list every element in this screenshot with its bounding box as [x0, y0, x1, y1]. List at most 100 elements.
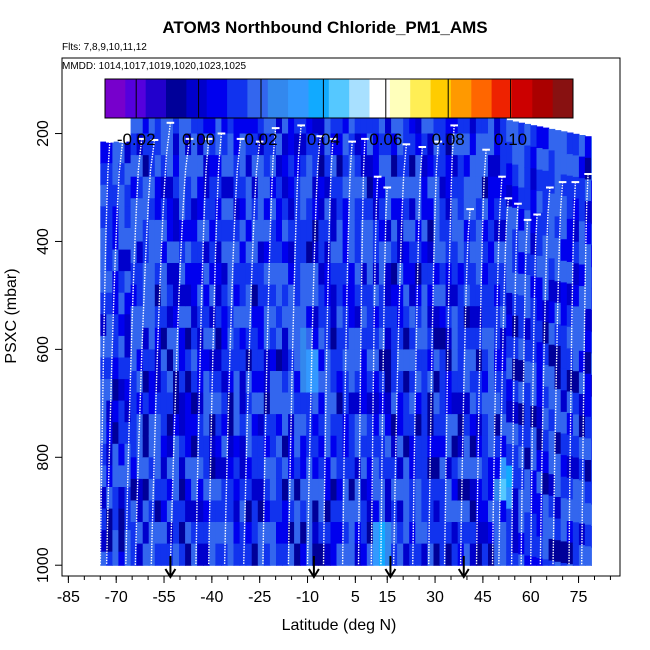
heatmap-cell	[324, 392, 332, 415]
profile-line	[306, 136, 321, 566]
heatmap-cell	[536, 342, 544, 365]
heatmap-cell	[548, 150, 556, 173]
y-tick-label: 1000	[35, 547, 52, 583]
heatmap-cell	[548, 301, 556, 324]
heatmap-cell	[300, 155, 307, 178]
heatmap-cell	[566, 456, 574, 479]
heatmap-cell	[118, 530, 126, 553]
heatmap-cell	[330, 284, 338, 307]
heatmap-cell	[215, 371, 223, 394]
heatmap-cell	[124, 422, 132, 445]
heatmap-cell	[409, 155, 416, 178]
heatmap-cell	[160, 414, 168, 437]
profile-line	[243, 141, 261, 566]
heatmap-cell	[154, 219, 162, 243]
plot-frame	[61, 57, 621, 577]
heatmap-cell	[445, 155, 453, 178]
heatmap-cell	[154, 349, 162, 372]
heatmap-cell	[312, 392, 319, 415]
heatmap-cell	[439, 241, 447, 264]
heatmap-cell	[524, 490, 531, 514]
heatmap-cell	[584, 265, 592, 288]
heatmap-cell	[391, 284, 398, 307]
heatmap-cell	[500, 133, 507, 156]
heatmap-cell	[500, 478, 507, 502]
heatmap-cell	[106, 163, 113, 186]
heatmap-cell	[251, 522, 259, 545]
heatmap-cell	[494, 435, 501, 458]
heatmap-cell	[185, 543, 192, 566]
heatmap-cell	[203, 176, 210, 199]
heatmap-cell	[124, 314, 132, 337]
heatmap-cell	[282, 219, 289, 243]
heatmap-cell	[391, 133, 398, 156]
heatmap-cell	[233, 219, 241, 243]
heatmap-cell	[512, 121, 519, 144]
heatmap-cell	[276, 349, 283, 372]
heatmap-cell	[257, 263, 265, 286]
heatmap-cell	[300, 133, 307, 156]
heatmap-cell	[530, 556, 538, 566]
heatmap-cell	[173, 522, 180, 545]
heatmap-cell	[512, 294, 519, 317]
heatmap-cell	[427, 112, 435, 135]
heatmap-cell	[548, 172, 556, 195]
colorbar-swatch	[410, 79, 431, 118]
heatmap-cell	[118, 314, 126, 337]
heatmap-cell	[342, 500, 350, 523]
heatmap-cell	[185, 349, 192, 372]
heatmap-cell	[112, 141, 120, 164]
heatmap-cell	[276, 176, 283, 199]
heatmap-cell	[263, 522, 271, 545]
y-tick-label: 800	[35, 444, 52, 471]
heatmap-cell	[457, 263, 465, 286]
heatmap-cell	[378, 306, 386, 329]
heatmap-cell	[312, 284, 319, 307]
heatmap-cell	[136, 176, 144, 199]
heatmap-cell	[124, 335, 132, 359]
heatmap-cell	[179, 435, 186, 458]
heatmap-cell	[403, 112, 410, 135]
heatmap-cell	[542, 127, 550, 150]
heatmap-cell	[251, 155, 259, 178]
heatmap-cell	[342, 219, 350, 243]
heatmap-cell	[421, 327, 429, 350]
heatmap-cell	[306, 392, 313, 415]
heatmap-cell	[330, 392, 338, 415]
heatmap-cell	[209, 543, 216, 566]
heatmap-cell	[415, 155, 422, 178]
heatmap-cell	[142, 241, 150, 264]
heatmap-cell	[463, 435, 471, 458]
heatmap-cell	[378, 155, 386, 178]
heatmap-cell	[294, 112, 301, 135]
colorbar-swatch	[227, 79, 248, 118]
heatmap-cell	[512, 402, 519, 425]
heatmap-cell	[451, 478, 459, 502]
heatmap-cell	[566, 391, 574, 414]
heatmap-cell	[106, 335, 113, 359]
heatmap-cell	[312, 371, 319, 394]
heatmap-cell	[142, 371, 150, 394]
heatmap-cell	[136, 263, 144, 286]
heatmap-cell	[457, 133, 465, 156]
heatmap-cell	[433, 371, 441, 394]
heatmap-cell	[251, 457, 259, 480]
heatmap-cell	[148, 263, 156, 286]
heatmap-cell	[433, 522, 441, 545]
heatmap-cell	[160, 327, 168, 350]
heatmap-cell	[106, 400, 113, 423]
heatmap-cell	[403, 435, 410, 458]
heatmap-cell	[191, 457, 198, 480]
heatmap-cell	[548, 495, 556, 518]
heatmap-cell	[354, 198, 362, 221]
colorbar-swatch	[552, 79, 574, 118]
heatmap-cell	[560, 347, 568, 370]
heatmap-cell	[360, 435, 368, 458]
heatmap-cell	[124, 508, 132, 531]
heatmap-cell	[348, 284, 356, 307]
heatmap-cell	[306, 306, 313, 329]
heatmap-cell	[572, 306, 580, 329]
heatmap-cell	[209, 478, 216, 502]
heatmap-cell	[512, 380, 519, 403]
heatmap-cell	[300, 371, 307, 394]
